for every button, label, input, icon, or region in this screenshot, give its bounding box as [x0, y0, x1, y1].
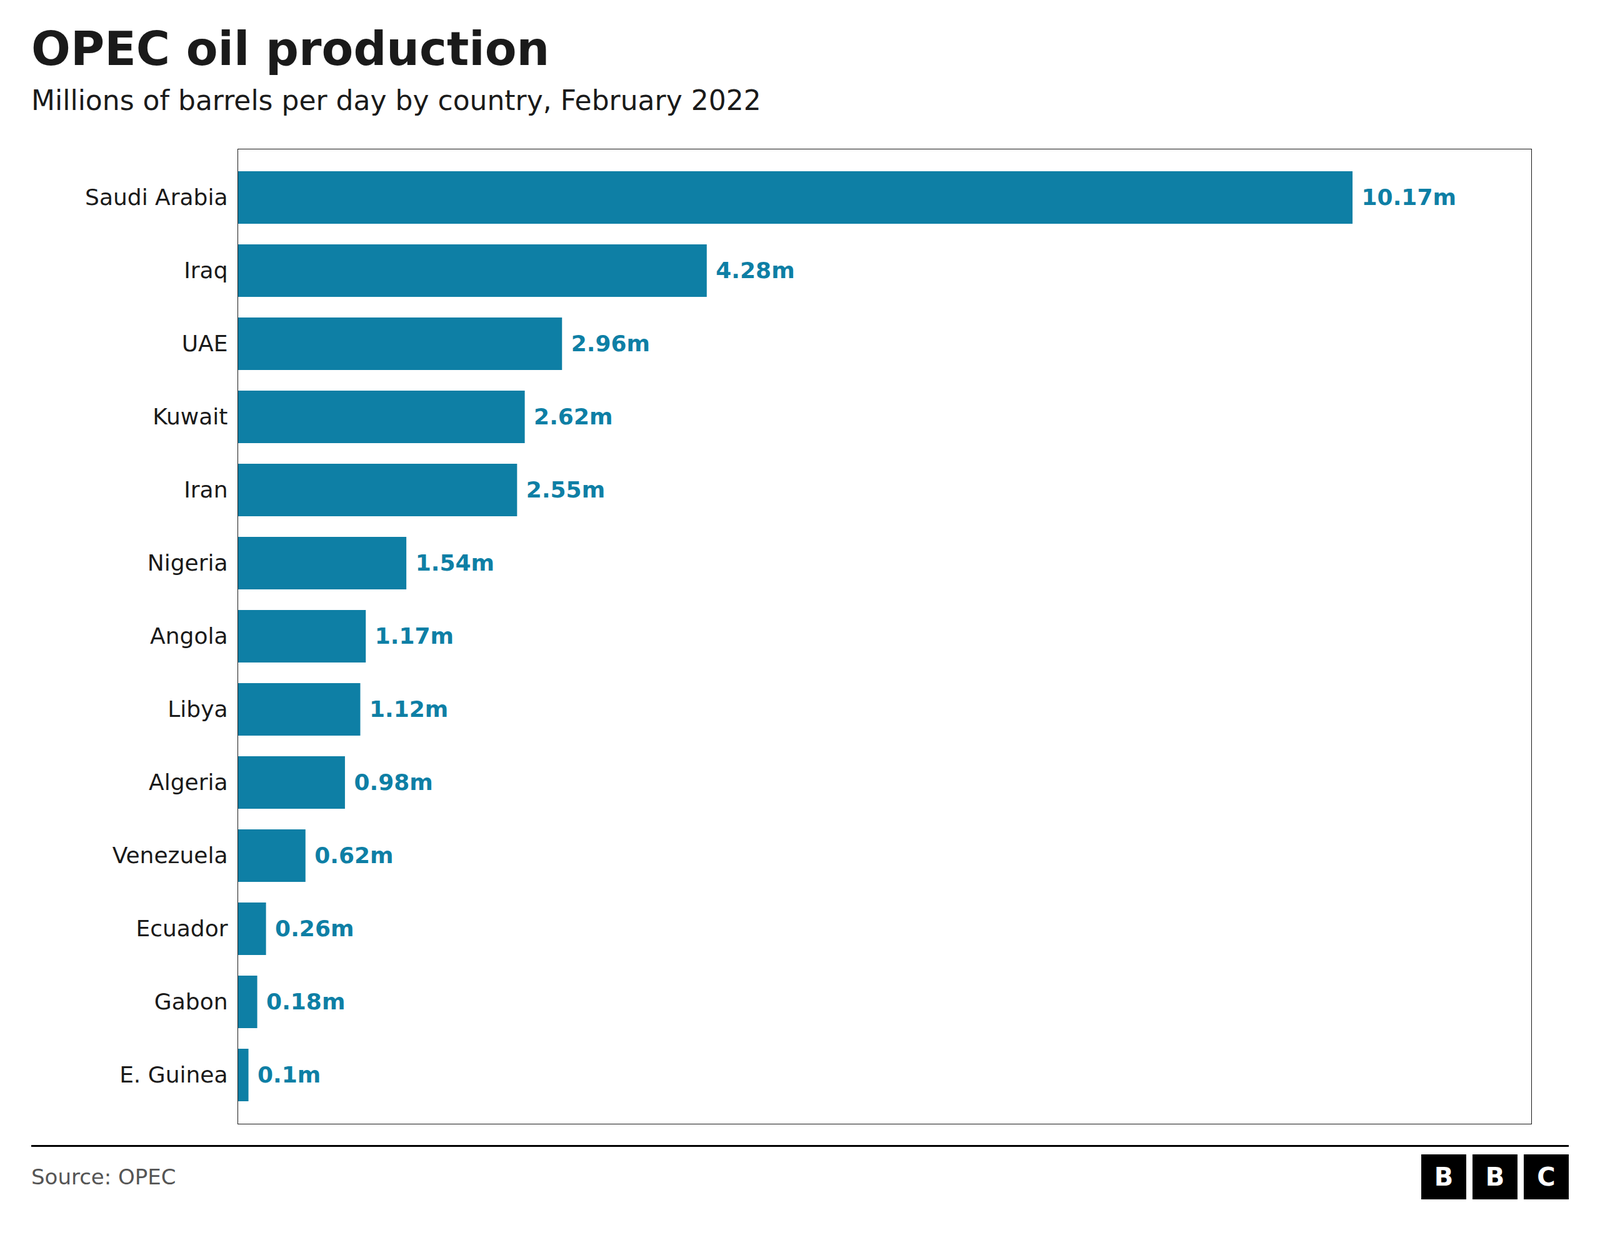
svg-text:Angola: Angola — [150, 623, 228, 649]
html-text:B: B — [1434, 1162, 1454, 1192]
svg-text:0.26m: 0.26m — [275, 915, 354, 942]
html-text:OPEC oil production: OPEC oil production — [31, 21, 550, 76]
svg-text:Algeria: Algeria — [148, 769, 229, 795]
svg-text:Nigeria: Nigeria — [147, 550, 229, 576]
svg-text:2.55m: 2.55m — [526, 476, 605, 503]
svg-text:E. Guinea: E. Guinea — [119, 1061, 228, 1088]
svg-text:Iran: Iran — [183, 476, 228, 503]
svg-text:4.28m: 4.28m — [715, 257, 795, 284]
svg-text:Kuwait: Kuwait — [152, 403, 228, 430]
html-text:Source: OPEC: Source: OPEC — [31, 1164, 176, 1190]
svg-text:1.17m: 1.17m — [375, 623, 454, 649]
svg-text:1.54m: 1.54m — [415, 550, 495, 576]
svg-text:Venezuela: Venezuela — [112, 842, 229, 869]
svg-text:Iraq: Iraq — [183, 257, 228, 284]
svg-text:2.96m: 2.96m — [571, 330, 650, 357]
svg-text:2.62m: 2.62m — [533, 403, 613, 430]
html-text:Millions of barrels per day by: Millions of barrels per day by country, … — [31, 84, 761, 117]
svg-text:0.18m: 0.18m — [266, 988, 345, 1015]
svg-text:1.12m: 1.12m — [369, 696, 449, 722]
svg-text:Saudi Arabia: Saudi Arabia — [85, 184, 228, 210]
svg-text:UAE: UAE — [181, 330, 229, 357]
svg-text:0.1m: 0.1m — [257, 1061, 321, 1088]
svg-text:10.17m: 10.17m — [1361, 184, 1457, 210]
html-text:C: C — [1537, 1162, 1556, 1192]
html-text:B: B — [1485, 1162, 1505, 1192]
svg-text:Libya: Libya — [167, 696, 228, 722]
svg-text:Ecuador: Ecuador — [135, 915, 228, 942]
svg-text:0.62m: 0.62m — [314, 842, 394, 869]
svg-text:0.98m: 0.98m — [353, 769, 433, 795]
svg-text:Gabon: Gabon — [154, 988, 229, 1015]
